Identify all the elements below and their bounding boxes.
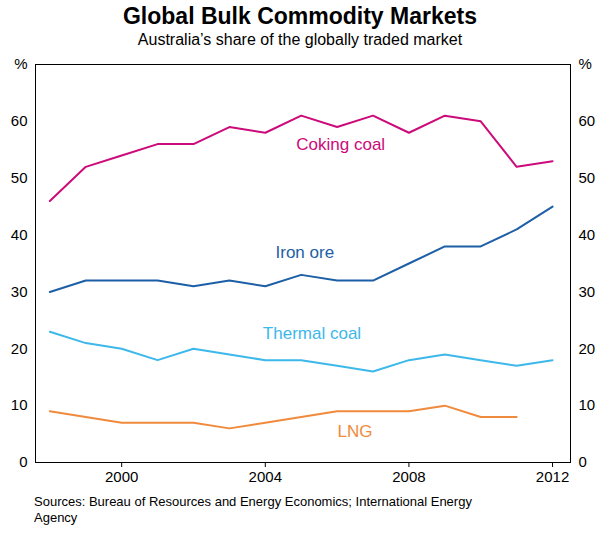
svg-text:60: 60	[579, 112, 596, 129]
svg-text:2008: 2008	[392, 468, 425, 485]
html-text:Global Bulk Commodity Markets: Global Bulk Commodity Markets	[123, 3, 477, 29]
svg-text:10: 10	[11, 396, 28, 413]
svg-text:2012: 2012	[536, 468, 569, 485]
svg-text:30: 30	[11, 283, 28, 300]
svg-text:0: 0	[579, 453, 587, 470]
svg-text:%: %	[14, 55, 27, 72]
svg-text:2004: 2004	[249, 468, 282, 485]
svg-text:30: 30	[579, 283, 596, 300]
svg-text:2000: 2000	[105, 468, 138, 485]
html-text:Sources: Bureau of Resources a: Sources: Bureau of Resources and Energy …	[34, 494, 472, 525]
html-text:Australia’s share of the globa: Australia’s share of the globally traded…	[137, 31, 463, 48]
svg-text:LNG: LNG	[338, 422, 373, 441]
svg-text:Thermal coal: Thermal coal	[263, 324, 361, 343]
svg-text:20: 20	[11, 340, 28, 357]
svg-text:%: %	[579, 55, 592, 72]
svg-text:50: 50	[579, 169, 596, 186]
svg-text:Coking coal: Coking coal	[296, 135, 385, 154]
svg-text:10: 10	[579, 396, 596, 413]
svg-text:20: 20	[579, 340, 596, 357]
svg-text:40: 40	[579, 226, 596, 243]
svg-text:40: 40	[11, 226, 28, 243]
svg-text:50: 50	[11, 169, 28, 186]
svg-text:60: 60	[11, 112, 28, 129]
svg-text:Iron ore: Iron ore	[275, 243, 334, 262]
svg-text:0: 0	[19, 453, 27, 470]
